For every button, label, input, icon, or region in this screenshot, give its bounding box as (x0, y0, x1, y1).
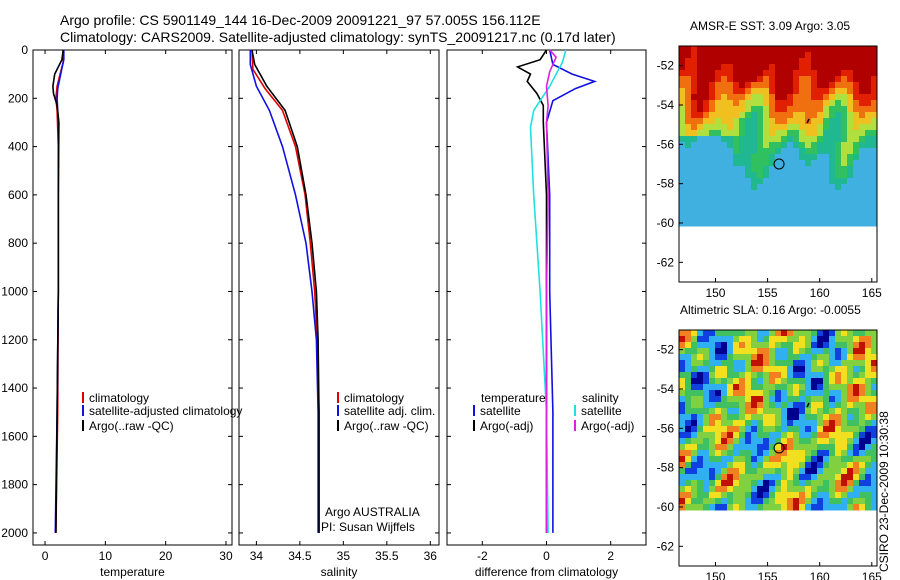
sst_map-ytick-label: -54 (657, 98, 675, 112)
salinity-frame (238, 49, 440, 546)
salinity-annotation-line1: Argo AUSTRALIA (325, 505, 420, 519)
sla_map-xtick-label: 150 (705, 570, 725, 580)
sla_map-ytick-label: -62 (657, 539, 675, 553)
salinity-xlabel: salinity (321, 565, 358, 579)
temp-legend-argo-label: Argo(..raw -QC) (89, 419, 174, 433)
temperature-frame (32, 49, 233, 546)
sst_map-ytick-label: -52 (657, 59, 675, 73)
diff-legend-temp-argo-label: Argo(-adj) (480, 419, 533, 433)
diff-legend-temp-title: temperature (481, 391, 546, 405)
diff-legend-sal-satellite-label: satellite (581, 404, 622, 418)
temperature-ytick-label: 200 (8, 91, 28, 105)
sst-map-title: AMSR-E SST: 3.09 Argo: 3.05 (690, 19, 851, 33)
diff-legend-temp-satellite-label: satellite (480, 404, 521, 418)
salinity-xtick-label: 34 (250, 549, 264, 563)
temperature-xlabel: temperature (100, 565, 165, 579)
salinity-series-line (249, 50, 319, 533)
difference-series-line (515, 49, 548, 533)
sst_map-ytick-label: -56 (657, 137, 675, 151)
sla_map-ytick-label: -52 (657, 343, 675, 357)
difference-xtick-label: 0 (543, 549, 550, 563)
temp-legend-climatology-label: climatology (89, 391, 149, 405)
sla_map-track-mark (806, 402, 810, 408)
temperature-ytick-label: 1000 (1, 284, 28, 298)
sla_map-xtick-label: 155 (758, 570, 778, 580)
sal-legend-argo-label: Argo(..raw -QC) (344, 419, 429, 433)
sal-legend-climatology-label: climatology (344, 391, 404, 405)
sla_map-xtick-label: 165 (862, 570, 882, 580)
difference-xlabel: difference from climatology (475, 565, 618, 579)
salinity-xtick-label: 35.5 (375, 549, 399, 563)
sst_map-xtick-label: 155 (758, 286, 778, 300)
sst_map-ytick-label: -62 (657, 255, 675, 269)
temperature-xtick-label: 30 (219, 549, 233, 563)
sla_map-ytick-label: -58 (657, 461, 675, 475)
sst_map-xtick-label: 150 (705, 286, 725, 300)
temperature-ytick-label: 1200 (1, 333, 28, 347)
temperature-xtick-label: 0 (42, 549, 49, 563)
salinity-xtick-label: 36 (424, 549, 438, 563)
sla_map-argo-marker (773, 442, 785, 454)
temperature-ytick-label: 1600 (1, 429, 28, 443)
figure-title-line1: Argo profile: CS 5901149_144 16-Dec-2009… (60, 12, 541, 28)
temperature-ytick-label: 400 (8, 140, 28, 154)
diff-legend-sal-title: salinity (582, 391, 619, 405)
temperature-ytick-label: 800 (8, 236, 28, 250)
sal-legend-satellite-label: satellite adj. clim. (344, 404, 435, 418)
sla_map-xtick-label: 160 (810, 570, 830, 580)
sst_map-xtick-label: 165 (862, 286, 882, 300)
temperature-ytick-label: 1800 (1, 478, 28, 492)
salinity-series-line (251, 49, 320, 533)
salinity-xtick-label: 35 (337, 549, 351, 563)
figure-title-line2: Climatology: CARS2009. Satellite-adjuste… (60, 29, 616, 45)
temperature-series-line (52, 49, 64, 533)
temperature-ytick-label: 600 (8, 188, 28, 202)
difference-series-line (545, 49, 598, 533)
difference-xtick-label: -2 (477, 549, 488, 563)
sst_map-ytick-label: -58 (657, 177, 675, 191)
sst_map-ytick-label: -60 (657, 216, 675, 230)
salinity-series-line (251, 49, 320, 533)
sla_map-ytick-label: -56 (657, 421, 675, 435)
difference-xtick-label: 2 (607, 549, 614, 563)
diff-legend-sal-argo-label: Argo(-adj) (581, 419, 634, 433)
sla_map-ytick-label: -54 (657, 382, 675, 396)
temperature-ytick-label: 1400 (1, 381, 28, 395)
salinity-annotation-line2: PI: Susan Wijffels (321, 520, 415, 534)
temperature-xtick-label: 20 (159, 549, 173, 563)
sst_map-track-mark (806, 118, 810, 124)
sla_map-ytick-label: -60 (657, 500, 675, 514)
sst_map-heatmap (679, 46, 878, 227)
difference-series-line (529, 49, 567, 533)
sla_map-frame (678, 329, 878, 567)
sst_map-frame (678, 45, 878, 283)
sst_map-xtick-label: 160 (810, 286, 830, 300)
sst_map-argo-marker (773, 158, 785, 170)
difference-series-line (545, 49, 558, 533)
sla-map-title: Altimetric SLA: 0.16 Argo: -0.0055 (680, 303, 861, 317)
temp-legend-satellite-label: satellite-adjusted climatology (89, 404, 242, 418)
temperature-ytick-label: 2000 (1, 526, 28, 540)
temperature-ytick-label: 0 (21, 43, 28, 57)
salinity-xtick-label: 34.5 (288, 549, 312, 563)
sla_map-heatmap (679, 330, 878, 511)
temperature-xtick-label: 10 (99, 549, 113, 563)
